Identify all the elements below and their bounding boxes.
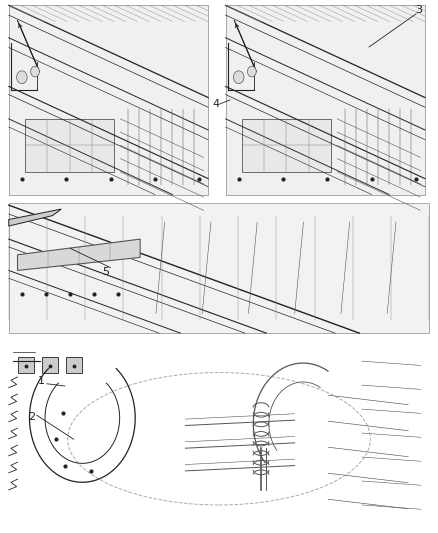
Text: 4: 4 bbox=[213, 99, 220, 109]
Polygon shape bbox=[9, 209, 61, 226]
Bar bbox=[66, 357, 82, 373]
Bar bbox=[18, 357, 34, 373]
Circle shape bbox=[233, 71, 244, 84]
Circle shape bbox=[31, 66, 39, 77]
Text: 5: 5 bbox=[102, 267, 110, 277]
Polygon shape bbox=[18, 239, 140, 270]
Bar bbox=[9, 5, 208, 195]
Bar bbox=[25, 119, 114, 172]
Text: 2: 2 bbox=[28, 412, 35, 422]
Bar bbox=[226, 5, 425, 195]
Circle shape bbox=[17, 71, 27, 84]
Text: 3: 3 bbox=[415, 5, 422, 14]
Circle shape bbox=[247, 66, 256, 77]
Bar bbox=[9, 203, 429, 333]
Bar bbox=[241, 119, 331, 172]
Text: 1: 1 bbox=[38, 376, 45, 386]
Bar bbox=[42, 357, 58, 373]
